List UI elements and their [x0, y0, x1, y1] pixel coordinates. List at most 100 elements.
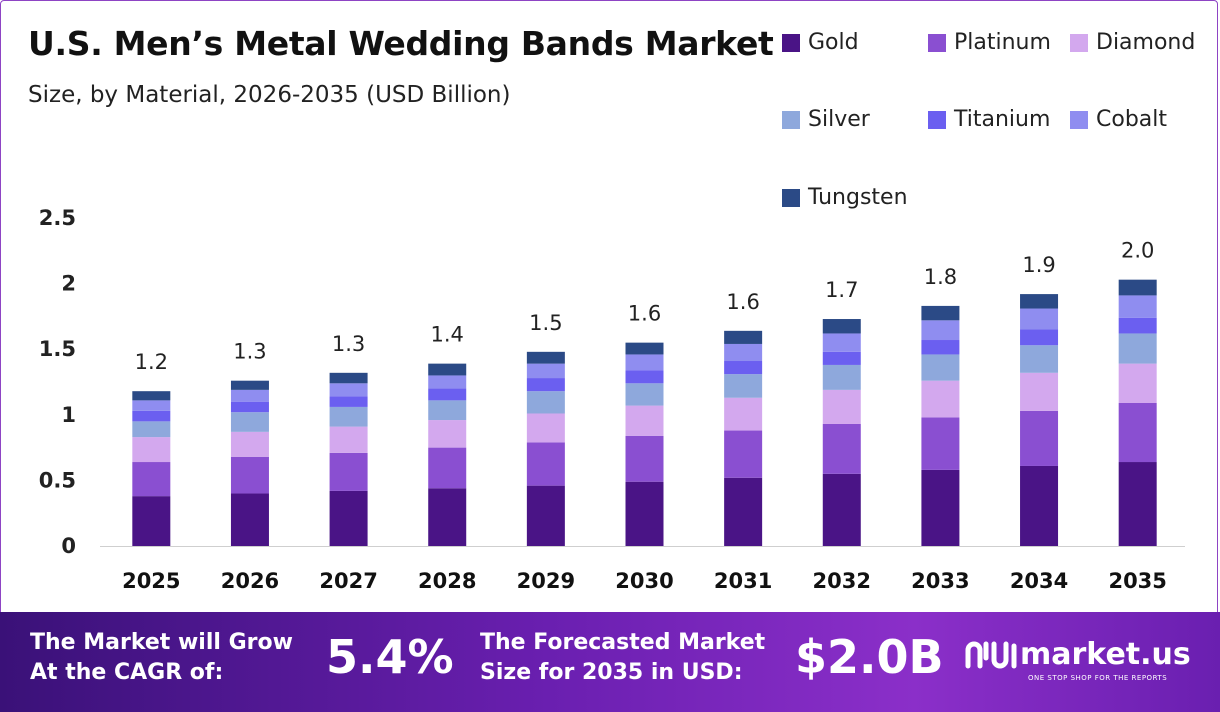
bar-segment-platinum-2026 — [230, 456, 269, 494]
bar-segment-diamond-2033 — [921, 380, 960, 418]
legend-swatch — [928, 110, 946, 129]
bar-segment-gold-2026 — [230, 493, 269, 546]
bar-segment-titanium-2029 — [526, 378, 565, 392]
forecast-label-line-2: Size for 2035 in USD: — [480, 660, 743, 685]
bar-segment-titanium-2034 — [1020, 329, 1059, 346]
forecast-value: $2.0B — [795, 630, 944, 684]
bar-total-label: 1.6 — [628, 302, 661, 326]
bar-segment-gold-2032 — [822, 473, 861, 546]
x-tick-label: 2026 — [221, 569, 279, 593]
x-tick-label: 2027 — [319, 569, 377, 593]
bar-segment-diamond-2032 — [822, 389, 861, 424]
bar-segment-diamond-2034 — [1020, 372, 1059, 411]
bar-segment-tungsten-2031 — [724, 330, 763, 344]
bar-segment-diamond-2029 — [526, 413, 565, 443]
legend-swatch — [1070, 110, 1088, 129]
x-tick-label: 2031 — [714, 569, 772, 593]
market-us-logo-icon — [965, 641, 1017, 669]
bar-segment-gold-2035 — [1118, 462, 1157, 546]
bar-segment-diamond-2028 — [428, 420, 467, 448]
bar-segment-cobalt-2027 — [329, 383, 368, 397]
bar-segment-silver-2025 — [132, 421, 171, 438]
bar-segment-tungsten-2030 — [625, 342, 664, 355]
legend-label: Silver — [808, 107, 870, 132]
bar-segment-titanium-2031 — [724, 361, 763, 375]
cagr-label-line-2: At the CAGR of: — [30, 660, 224, 685]
y-tick-label: 2 — [61, 272, 76, 296]
bar-segment-platinum-2030 — [625, 435, 664, 482]
bar-segment-platinum-2025 — [132, 462, 171, 497]
legend-item-tungsten: Tungsten — [782, 185, 908, 210]
bar-segment-gold-2029 — [526, 485, 565, 546]
bar-segment-cobalt-2034 — [1020, 308, 1059, 330]
bar-segment-silver-2032 — [822, 364, 861, 390]
bar-segment-titanium-2028 — [428, 388, 467, 401]
bar-segment-tungsten-2028 — [428, 363, 467, 376]
stacked-bar-chart: 0 0.5 1 1.5 2 2.5 1.2 2025 1.3 2026 1.3 2027 1.4 2028… — [39, 206, 1185, 593]
bar-segment-gold-2030 — [625, 481, 664, 546]
bar-segment-platinum-2031 — [724, 430, 763, 478]
bar-total-label: 1.5 — [529, 311, 562, 335]
cagr-value: 5.4% — [326, 630, 454, 684]
bar-segment-silver-2035 — [1118, 333, 1157, 364]
bar-segment-gold-2027 — [329, 490, 368, 546]
bar-segment-titanium-2032 — [822, 351, 861, 365]
legend-item-silver: Silver — [782, 107, 870, 132]
bar-segment-gold-2028 — [428, 488, 467, 546]
legend-label: Cobalt — [1096, 107, 1168, 132]
x-tick-label: 2025 — [122, 569, 180, 593]
bar-segment-cobalt-2029 — [526, 363, 565, 379]
bar-segment-gold-2033 — [921, 469, 960, 546]
bar-segment-diamond-2027 — [329, 426, 368, 453]
y-tick-label: 2.5 — [39, 206, 76, 230]
bar-segment-tungsten-2035 — [1118, 279, 1157, 296]
bar-total-label: 1.8 — [924, 265, 957, 289]
legend-item-cobalt: Cobalt — [1070, 107, 1167, 132]
bar-segment-platinum-2033 — [921, 417, 960, 470]
bar-segment-titanium-2025 — [132, 410, 171, 422]
y-tick-label: 0 — [61, 534, 76, 558]
bar-segment-silver-2029 — [526, 391, 565, 414]
legend-item-platinum: Platinum — [928, 30, 1051, 55]
x-tick-label: 2032 — [813, 569, 871, 593]
y-tick-label: 1 — [61, 403, 76, 427]
legend-swatch — [782, 188, 800, 207]
bar-segment-tungsten-2025 — [132, 391, 171, 401]
bar-segment-platinum-2032 — [822, 423, 861, 474]
bar-segment-platinum-2035 — [1118, 402, 1157, 463]
bar-segment-cobalt-2031 — [724, 343, 763, 362]
bar-segment-platinum-2028 — [428, 447, 467, 489]
chart-title: U.S. Men’s Metal Wedding Bands Market — [28, 24, 774, 63]
brand-name: market.us — [1020, 636, 1191, 672]
legend-swatch — [1070, 33, 1088, 52]
bar-segment-silver-2031 — [724, 374, 763, 398]
brand-tagline: ONE STOP SHOP FOR THE REPORTS — [1028, 674, 1168, 682]
bar-segment-cobalt-2026 — [230, 389, 269, 402]
bar-segment-silver-2026 — [230, 412, 269, 432]
legend-swatch — [928, 33, 946, 52]
y-tick-label: 1.5 — [39, 337, 76, 361]
bar-segment-diamond-2025 — [132, 437, 171, 463]
bar-segment-platinum-2034 — [1020, 410, 1059, 466]
bar-total-label: 1.4 — [431, 323, 464, 347]
bar-segment-silver-2027 — [329, 406, 368, 427]
bar-segment-cobalt-2030 — [625, 354, 664, 371]
bar-total-label: 1.7 — [825, 278, 858, 302]
legend-swatch — [782, 33, 800, 52]
bar-total-label: 1.9 — [1022, 253, 1055, 277]
bar-segment-gold-2025 — [132, 496, 171, 546]
bar-segment-tungsten-2029 — [526, 351, 565, 364]
bar-total-label: 2.0 — [1121, 239, 1154, 263]
bar-segment-tungsten-2034 — [1020, 294, 1059, 309]
bar-segment-silver-2033 — [921, 354, 960, 381]
bar-segment-titanium-2026 — [230, 401, 269, 413]
bar-segment-platinum-2029 — [526, 442, 565, 486]
bar-segment-titanium-2035 — [1118, 317, 1157, 334]
bar-segment-platinum-2027 — [329, 452, 368, 491]
bar-total-label: 1.2 — [135, 350, 168, 374]
bar-total-label: 1.6 — [726, 290, 759, 314]
x-tick-label: 2035 — [1108, 569, 1166, 593]
legend-label: Tungsten — [808, 185, 908, 210]
bar-segment-tungsten-2026 — [230, 380, 269, 390]
bar-segment-gold-2031 — [724, 477, 763, 546]
